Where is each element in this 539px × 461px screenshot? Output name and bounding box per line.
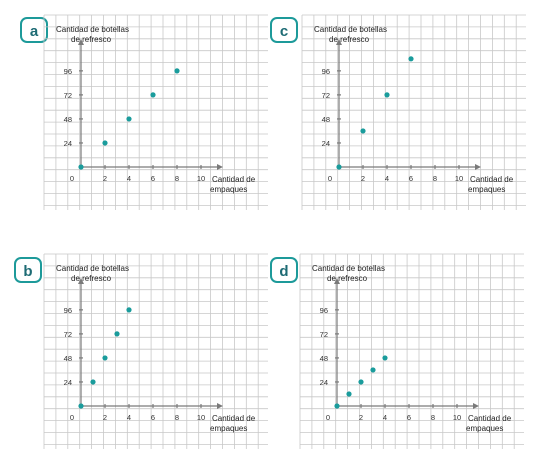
x-axis-title-line1: Cantidad de <box>212 414 256 423</box>
x-tick-label: 6 <box>151 174 155 183</box>
y-tick-label: 24 <box>64 139 72 148</box>
data-point <box>382 355 388 361</box>
x-tick-label: 6 <box>407 413 411 422</box>
x-tick-label: 8 <box>433 174 437 183</box>
y-tick-label: 48 <box>64 115 72 124</box>
data-point <box>358 379 364 385</box>
x-tick-label: 2 <box>361 174 365 183</box>
x-tick-label: 4 <box>385 174 389 183</box>
data-point <box>78 164 84 170</box>
data-point <box>90 379 96 385</box>
data-point <box>346 391 352 397</box>
y-axis-arrow-icon <box>78 278 84 284</box>
y-tick-label: 72 <box>322 91 330 100</box>
panel-label-c: c <box>270 17 298 43</box>
y-axis-title-line1: Cantidad de botellas <box>56 25 129 34</box>
data-point <box>102 140 108 146</box>
panel-label-b: b <box>14 257 42 283</box>
x-axis-title-line1: Cantidad de <box>212 175 256 184</box>
data-point <box>126 307 132 313</box>
y-tick-label: 96 <box>320 306 328 315</box>
data-point <box>150 92 156 98</box>
data-point <box>334 403 340 409</box>
x-tick-label: 10 <box>453 413 461 422</box>
x-axis-title-line1: Cantidad de <box>468 414 512 423</box>
y-axis-arrow-icon <box>78 39 84 45</box>
x-axis-title-line2: empaques <box>468 185 505 194</box>
x-tick-label: 8 <box>175 413 179 422</box>
x-tick-label: 10 <box>197 413 205 422</box>
data-point <box>408 56 414 62</box>
y-tick-label: 96 <box>64 306 72 315</box>
y-axis-title-line1: Cantidad de botellas <box>312 264 385 273</box>
y-tick-label: 96 <box>64 67 72 76</box>
y-tick-label: 96 <box>322 67 330 76</box>
x-axis-title-line2: empaques <box>210 185 247 194</box>
grid <box>43 14 268 210</box>
x-tick-label: 2 <box>103 413 107 422</box>
y-tick-label: 72 <box>64 91 72 100</box>
y-tick-label: 24 <box>320 378 328 387</box>
data-point <box>102 355 108 361</box>
x-tick-label: 0 <box>70 413 74 422</box>
x-tick-label: 0 <box>70 174 74 183</box>
x-tick-label: 0 <box>326 413 330 422</box>
x-tick-label: 10 <box>197 174 205 183</box>
x-axis-arrow-icon <box>475 164 481 170</box>
y-axis-arrow-icon <box>334 278 340 284</box>
y-axis-title-line2: de refresco <box>327 274 368 283</box>
data-point <box>360 128 366 134</box>
y-axis-title-line2: de refresco <box>329 35 370 44</box>
x-tick-label: 0 <box>328 174 332 183</box>
data-point <box>114 331 120 337</box>
x-axis-title-line2: empaques <box>210 424 247 433</box>
x-tick-label: 4 <box>127 413 131 422</box>
x-tick-label: 10 <box>455 174 463 183</box>
data-point <box>384 92 390 98</box>
x-tick-label: 4 <box>383 413 387 422</box>
y-tick-label: 24 <box>322 139 330 148</box>
y-axis-arrow-icon <box>336 39 342 45</box>
x-tick-label: 2 <box>359 413 363 422</box>
y-tick-label: 48 <box>64 354 72 363</box>
x-axis-title-line1: Cantidad de <box>470 175 514 184</box>
data-point <box>370 367 376 373</box>
y-tick-label: 72 <box>64 330 72 339</box>
x-axis-arrow-icon <box>473 403 479 409</box>
x-tick-label: 8 <box>175 174 179 183</box>
y-tick-label: 48 <box>320 354 328 363</box>
x-tick-label: 6 <box>151 413 155 422</box>
y-tick-label: 72 <box>320 330 328 339</box>
x-axis-arrow-icon <box>217 164 223 170</box>
x-tick-label: 4 <box>127 174 131 183</box>
x-axis-title-line2: empaques <box>466 424 503 433</box>
panel-label-d: d <box>270 257 298 283</box>
y-tick-label: 48 <box>322 115 330 124</box>
x-axis-arrow-icon <box>217 403 223 409</box>
y-axis-title-line1: Cantidad de botellas <box>314 25 387 34</box>
x-tick-label: 2 <box>103 174 107 183</box>
y-axis-title-line1: Cantidad de botellas <box>56 264 129 273</box>
grid <box>301 14 526 210</box>
y-tick-label: 24 <box>64 378 72 387</box>
data-point <box>126 116 132 122</box>
y-axis-title-line2: de refresco <box>71 274 112 283</box>
y-axis-title-line2: de refresco <box>71 35 112 44</box>
x-tick-label: 8 <box>431 413 435 422</box>
data-point <box>336 164 342 170</box>
data-point <box>78 403 84 409</box>
data-point <box>174 68 180 74</box>
panel-label-a: a <box>20 17 48 43</box>
x-tick-label: 6 <box>409 174 413 183</box>
